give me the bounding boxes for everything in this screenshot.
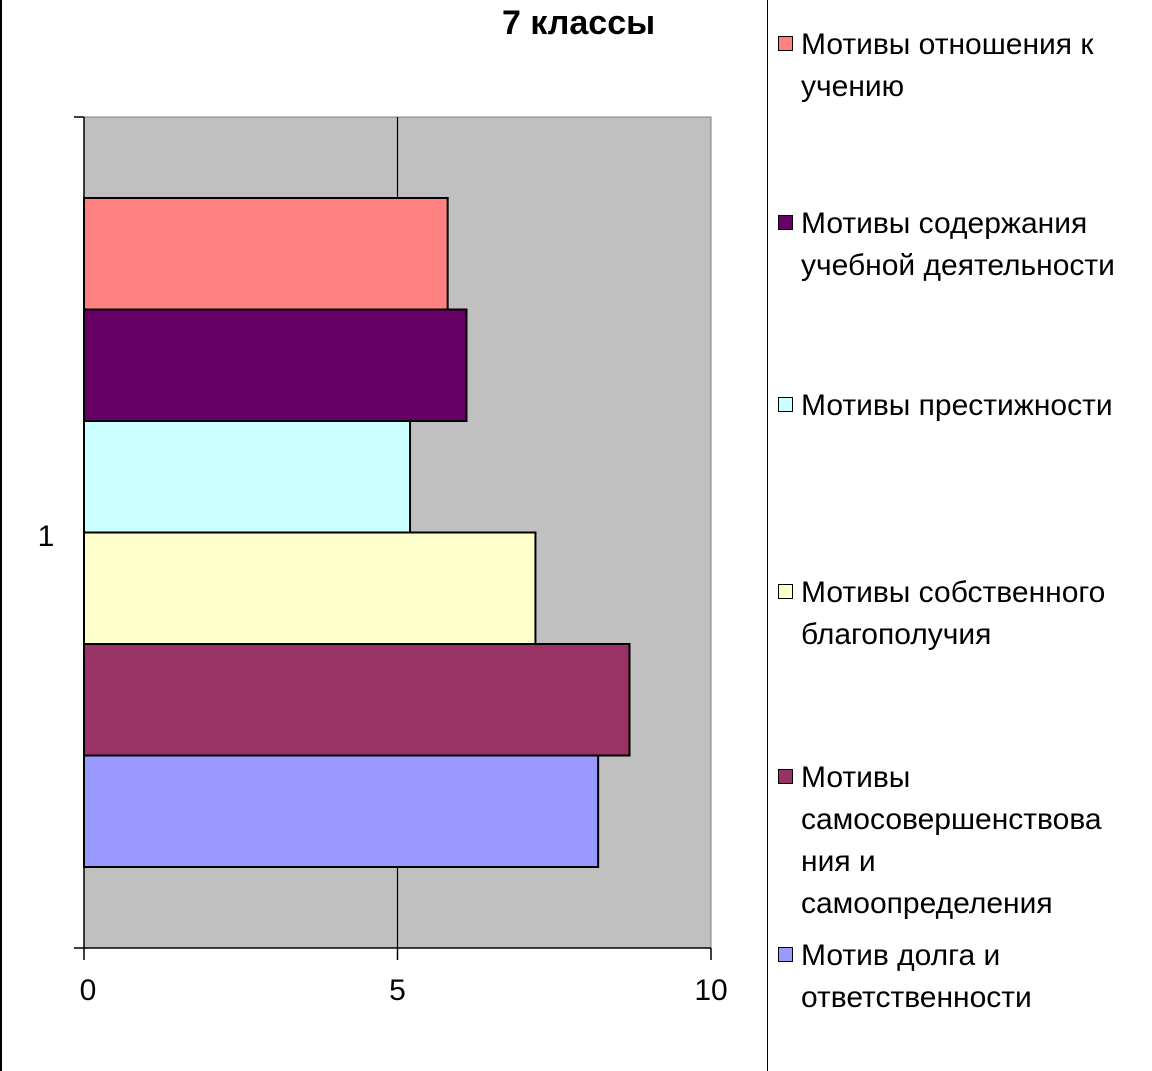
legend-item: Мотивы содержания учебной деятельности xyxy=(778,203,1152,287)
x-tick-label: 0 xyxy=(80,974,97,1007)
legend-swatch xyxy=(778,36,793,51)
legend-label: Мотив долга и ответственности xyxy=(801,939,1032,1014)
legend-item: Мотивы самосовершенствова ния и самоопре… xyxy=(778,757,1152,925)
legend-swatch xyxy=(778,397,793,412)
legend-label: Мотивы отношения к учению xyxy=(801,28,1094,103)
legend-swatch xyxy=(778,947,793,962)
bar xyxy=(83,643,631,757)
legend-label: Мотивы собственного благополучия xyxy=(801,576,1106,651)
bar xyxy=(83,308,468,422)
legend-item: Мотивы престижности xyxy=(778,385,1152,427)
chart-title: 7 классы xyxy=(502,4,656,42)
legend-label: Мотивы самосовершенствова ния и самоопре… xyxy=(801,761,1102,920)
bar xyxy=(83,197,449,311)
legend: Мотивы отношения к учению Мотивы содержа… xyxy=(767,0,1152,1071)
legend-swatch xyxy=(778,584,793,599)
legend-label: Мотивы престижности xyxy=(801,389,1113,422)
legend-swatch xyxy=(778,769,793,784)
y-tick-label: 1 xyxy=(38,520,55,553)
legend-label: Мотивы содержания учебной деятельности xyxy=(801,207,1115,282)
plot-area: 10 5 10 xyxy=(38,116,728,1007)
bar xyxy=(83,754,600,868)
legend-item: Мотивы отношения к учению xyxy=(778,24,1152,108)
legend-item: Мотивы собственного благополучия xyxy=(778,572,1152,656)
bar xyxy=(83,420,412,534)
bar xyxy=(83,531,537,645)
x-tick-label: 5 xyxy=(389,974,406,1007)
legend-item: Мотив долга и ответственности xyxy=(778,935,1152,1019)
x-tick-label: 10 xyxy=(694,974,727,1007)
legend-swatch xyxy=(778,215,793,230)
